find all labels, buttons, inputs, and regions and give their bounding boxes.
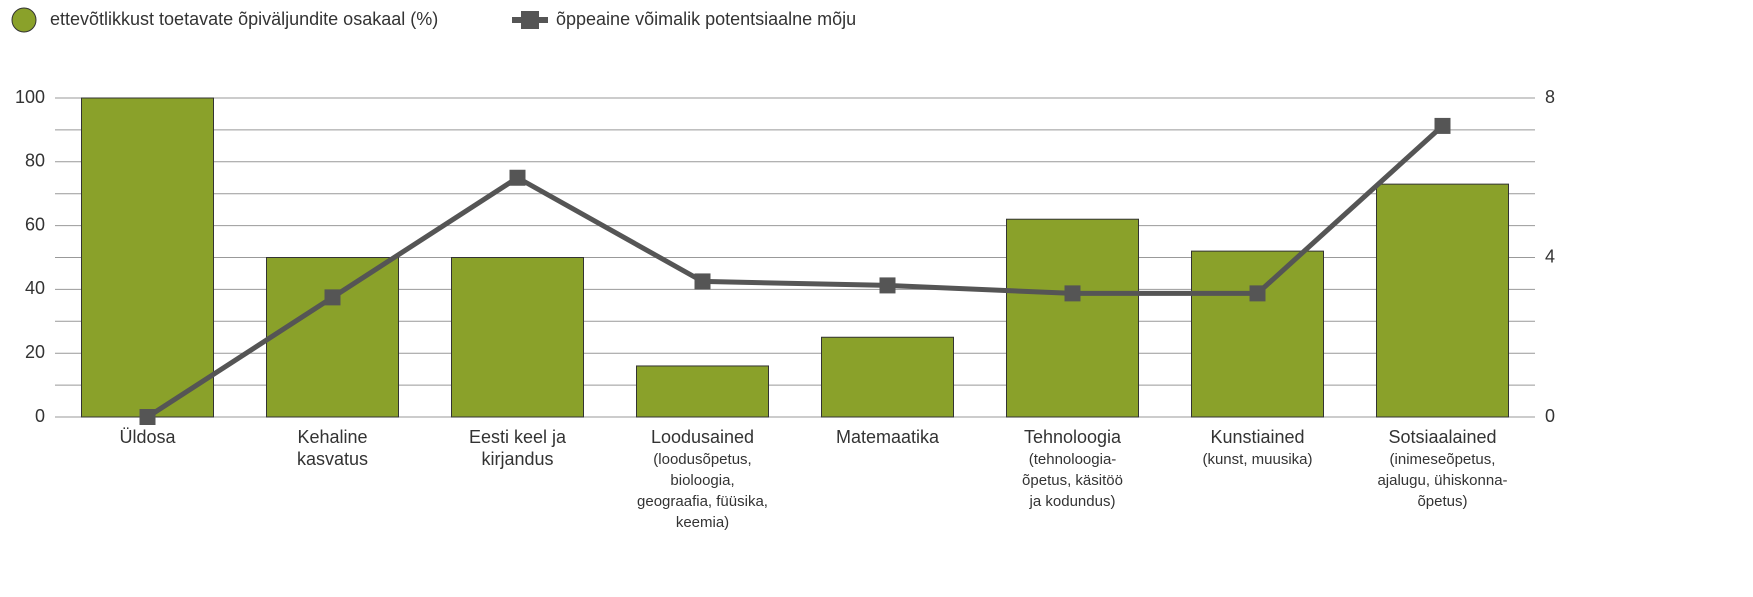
line-marker — [1434, 117, 1451, 134]
y-tick-label: 80 — [25, 151, 45, 171]
x-tick-note: bioloogia, — [670, 472, 734, 489]
y-tick-label: 100 — [15, 87, 45, 107]
bar — [266, 257, 399, 418]
x-tick-label: Tehnoloogia — [1024, 427, 1122, 447]
line — [146, 124, 1445, 420]
y2-tick-label: 4 — [1545, 246, 1555, 266]
line-marker — [1064, 285, 1081, 302]
line-marker — [879, 277, 896, 294]
x-tick-note: geograafia, füüsika, — [637, 493, 768, 510]
x-tick-note: ja kodundus) — [1029, 493, 1116, 510]
legend-swatch — [11, 7, 37, 33]
x-tick-note: (inimeseõpetus, — [1390, 451, 1496, 468]
x-tick-label: Kunstiained — [1210, 427, 1304, 447]
x-tick-label: Sotsiaalained — [1388, 427, 1496, 447]
bar — [636, 365, 769, 418]
y2-tick-label: 0 — [1545, 406, 1555, 426]
bar — [1191, 250, 1324, 418]
x-tick-label: Matemaatika — [836, 427, 940, 447]
line-marker — [1249, 285, 1266, 302]
bar — [451, 257, 584, 418]
marks — [81, 97, 1509, 425]
line-marker — [509, 169, 526, 186]
x-tick-note: keemia) — [676, 514, 729, 531]
bar — [1376, 183, 1509, 418]
x-tick-label: kasvatus — [297, 449, 368, 469]
x-tick-note: (tehnoloogia- — [1029, 451, 1117, 468]
y-tick-label: 0 — [35, 406, 45, 426]
x-tick-note: õpetus) — [1417, 493, 1467, 510]
line-marker — [694, 273, 711, 290]
x-tick-label: Kehaline — [297, 427, 367, 447]
x-tick-note: ajalugu, ühiskonna- — [1377, 472, 1507, 489]
y-tick-label: 60 — [25, 214, 45, 234]
x-tick-label: Üldosa — [119, 427, 176, 447]
y-tick-label: 40 — [25, 278, 45, 298]
x-tick-label: Loodusained — [651, 427, 754, 447]
bar — [81, 97, 214, 418]
y-tick-label: 20 — [25, 342, 45, 362]
x-tick-note: (loodusõpetus, — [653, 451, 751, 468]
line-marker — [139, 409, 156, 425]
legend-swatch — [521, 11, 539, 29]
legend-label: ettevõtlikkust toetavate õpiväljundite o… — [50, 9, 438, 29]
x-tick-label: kirjandus — [481, 449, 553, 469]
line-marker — [324, 289, 341, 306]
bar — [1006, 218, 1139, 418]
y2-tick-label: 8 — [1545, 87, 1555, 107]
x-tick-note: õpetus, käsitöö — [1022, 472, 1123, 489]
bar — [821, 336, 954, 418]
legend-label: õppeaine võimalik potentsiaalne mõju — [556, 9, 856, 29]
x-tick-label: Eesti keel ja — [469, 427, 567, 447]
x-tick-note: (kunst, muusika) — [1202, 451, 1312, 468]
